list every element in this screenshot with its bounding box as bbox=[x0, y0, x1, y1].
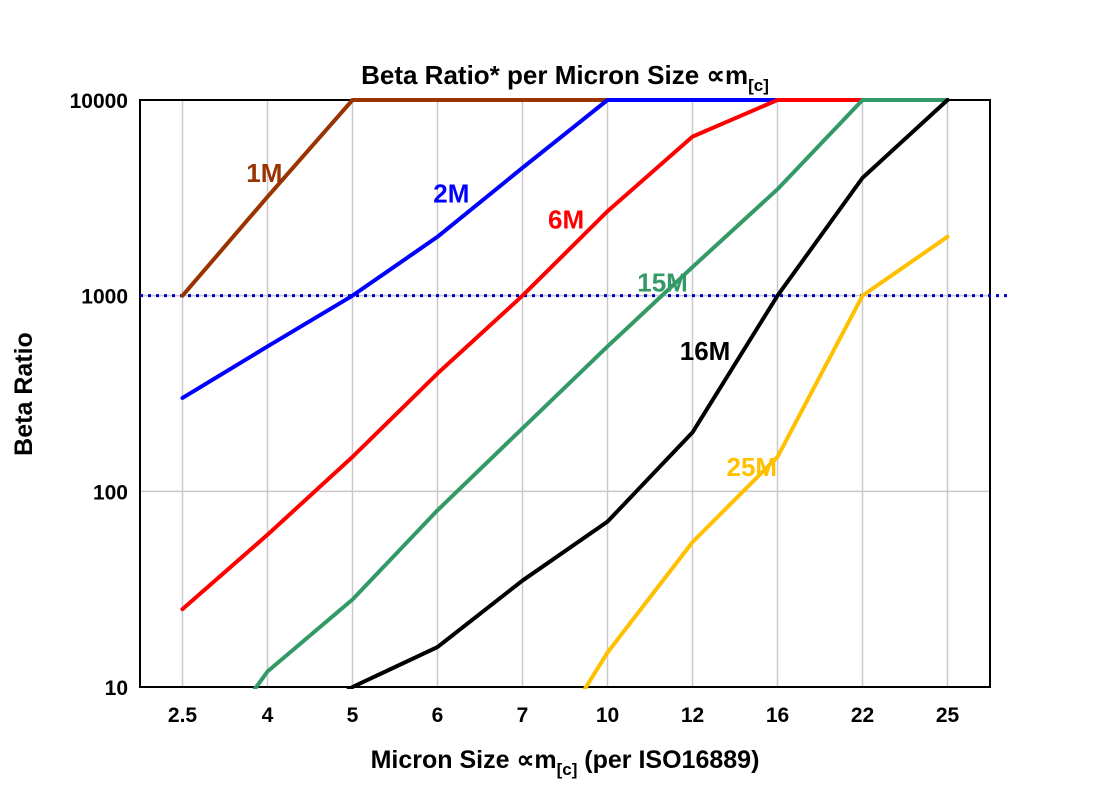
x-tick-label: 7 bbox=[517, 704, 529, 727]
x-tick-label: 25 bbox=[936, 704, 960, 727]
series-line-16M bbox=[346, 98, 950, 689]
plot-area: 1M 2M 6M 15M 16M 25M 2.5 4 5 6 7 10 12 16 22 25 10 100 100… bbox=[70, 90, 1012, 727]
series-label-1M: 1M bbox=[246, 158, 282, 188]
series-line-25M bbox=[582, 234, 950, 689]
x-tick-label: 10 bbox=[596, 704, 619, 727]
chart-title: Beta Ratio* per Micron Size ∝m[c] bbox=[361, 60, 769, 95]
series-label-16M: 16M bbox=[680, 336, 731, 366]
y-tick-label: 10 bbox=[105, 677, 128, 700]
x-tick-label: 16 bbox=[766, 704, 789, 727]
x-tick-label: 22 bbox=[851, 704, 874, 727]
series-label-25M: 25M bbox=[727, 452, 778, 482]
y-tick-label: 1000 bbox=[81, 286, 128, 309]
series-label-15M: 15M bbox=[637, 268, 688, 298]
series-label-2M: 2M bbox=[433, 178, 469, 208]
y-tick-label: 100 bbox=[93, 481, 128, 504]
x-tick-label: 12 bbox=[681, 704, 704, 727]
series-label-6M: 6M bbox=[548, 205, 584, 235]
series-line-6M bbox=[180, 98, 950, 612]
series-lines bbox=[180, 98, 950, 689]
y-axis-title: Beta Ratio bbox=[10, 332, 38, 456]
x-tick-label: 4 bbox=[262, 704, 274, 727]
x-tick-label: 2.5 bbox=[168, 704, 198, 727]
x-axis-title: Micron Size ∝m[c] (per ISO16889) bbox=[371, 746, 760, 779]
y-tick-label: 10000 bbox=[70, 90, 128, 113]
x-tick-label: 5 bbox=[347, 704, 359, 727]
x-tick-label: 6 bbox=[432, 704, 444, 727]
series-line-15M bbox=[252, 98, 950, 689]
